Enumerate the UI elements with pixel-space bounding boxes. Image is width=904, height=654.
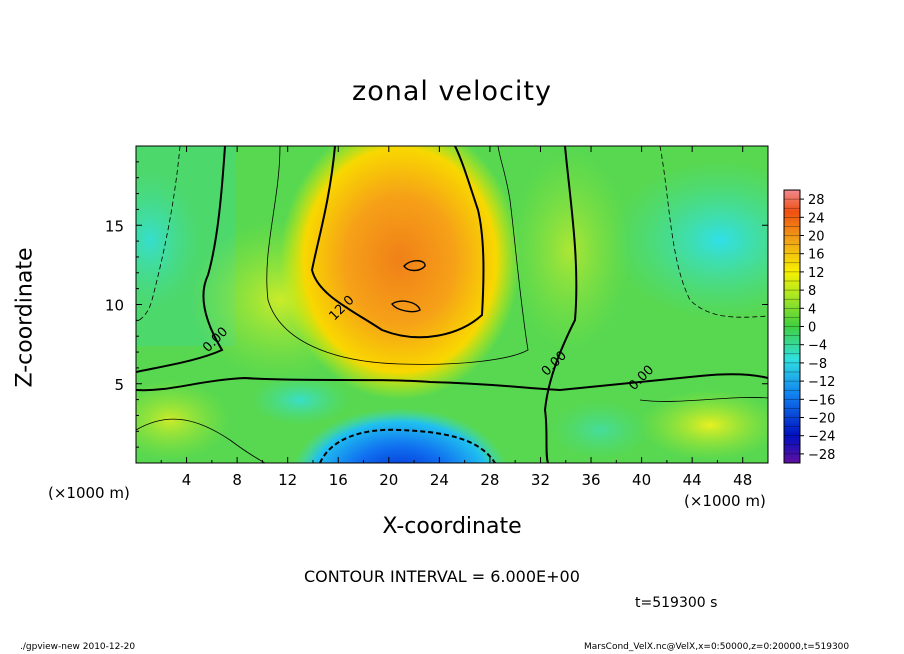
contour-max-b [391,300,421,313]
x-tick-label: 4 [182,471,192,489]
x-tick-label: 48 [733,471,752,489]
contour-thin-1 [266,146,529,365]
x-unit-label-left: (×1000 m) [48,484,130,502]
x-tick-label: 32 [531,471,550,489]
x-tick-label: 12 [278,471,297,489]
contour-zero-middle [136,373,768,392]
colorbar-tick-label: 4 [808,302,816,317]
time-label: t=519300 s [635,595,718,611]
contour-lines [136,146,768,463]
chart-title: zonal velocity [352,76,552,107]
colorbar-tick-label: 28 [808,193,825,208]
colorbar-tick-label: −12 [808,375,835,390]
x-tick-label: 36 [581,471,600,489]
colorbar-tick-label: 0 [808,321,816,336]
colorbar-tick-label: 16 [808,248,825,263]
contour-twelve [310,146,485,339]
y-axis: 5 10 15 [105,161,768,448]
colorbar-tick-label: −8 [808,357,827,372]
y-axis-label: Z-coordinate [12,247,38,388]
footer-right: MarsCond_VelX.nc@VelX,x=0:50000,z=0:2000… [584,642,850,652]
x-tick-label: 16 [329,471,348,489]
contour-dash-left [136,146,181,323]
colorbar-tick-label: −20 [808,412,835,427]
colorbar-tick-label: 24 [808,211,825,226]
x-tick-label: 20 [379,471,398,489]
contour-neg-bottom [319,428,496,463]
y-tick-label: 5 [114,376,124,394]
footer-left: ./gpview-new 2010-12-20 [20,642,136,652]
contour-thin-3 [639,397,768,402]
colorbar-tick-label: −4 [808,339,827,354]
x-tick-label: 8 [232,471,242,489]
contour-zero-left [136,146,226,373]
contour-interval-text: CONTOUR INTERVAL = 6.000E+00 [304,567,580,586]
colorbar: 28 24 20 16 12 8 4 0 −4 −8 −12 −16 −20 −24 −28 [783,189,835,464]
x-tick-label: 28 [480,471,499,489]
colorbar-tick-label: −24 [808,430,835,445]
x-tick-label: 40 [632,471,651,489]
colorbar-tick-label: −28 [808,448,835,463]
x-axis: 4 8 12 16 20 24 28 32 36 40 44 48 [160,146,752,489]
colorbar-tick-label: −16 [808,393,835,408]
contour-thin-2 [136,418,266,463]
colorbar-tick-label: 12 [808,266,825,281]
x-tick-label: 24 [430,471,449,489]
y-tick-label: 15 [105,217,124,235]
contour-zero-right [543,146,578,463]
velocity-field [136,146,768,463]
colorbar-tick-label: 20 [808,230,825,245]
x-tick-label: 44 [683,471,702,489]
contour-max-a [403,260,426,272]
contour-dash-right [659,146,768,318]
colorbar-tick-label: 8 [808,284,816,299]
x-unit-label-right: (×1000 m) [684,492,766,510]
x-axis-label: X-coordinate [382,514,522,539]
y-tick-label: 10 [105,297,124,315]
